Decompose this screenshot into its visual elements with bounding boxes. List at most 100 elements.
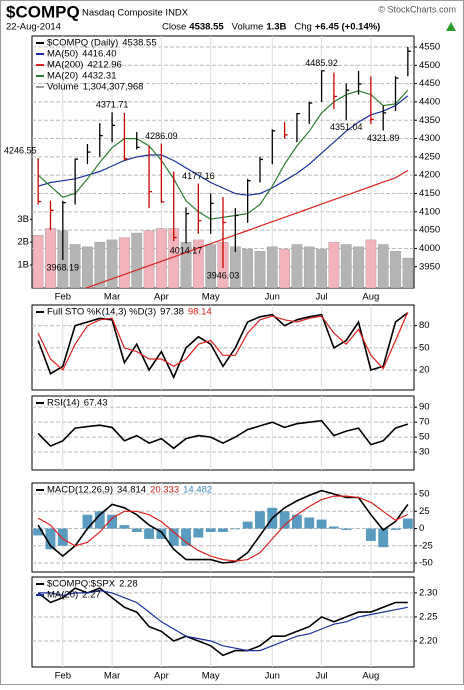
legend-text: MA(20) — [47, 71, 78, 82]
histogram-bar — [144, 528, 154, 539]
legend: MACD(12,26,9) 34.814 20.333 14.482 — [36, 485, 212, 496]
price-annotation: 4321.89 — [367, 133, 400, 143]
histogram-bar — [279, 511, 290, 529]
x-tick-label: Jul — [316, 671, 328, 682]
y-tick-label: 4100 — [419, 206, 440, 217]
histogram-bar — [168, 528, 179, 546]
x-tick-label: May — [202, 671, 220, 682]
plot — [32, 36, 414, 288]
y-tick-label: 4500 — [419, 60, 440, 71]
y-tick-label: 70 — [419, 417, 430, 428]
histogram-bar — [107, 514, 118, 529]
volume-bar — [316, 248, 327, 288]
volume-bar — [365, 239, 377, 288]
volume-bar — [402, 257, 414, 288]
change-value: +6.45 (+0.14%) — [315, 22, 381, 33]
legend-text: MA(50) — [47, 49, 78, 60]
y-tick-label: 25 — [419, 506, 430, 517]
price-annotation: 3968.19 — [47, 262, 80, 272]
volume-label: Volume — [232, 22, 264, 33]
histogram-bar — [378, 528, 389, 548]
histogram-bar — [57, 528, 68, 546]
histogram-bar — [156, 528, 167, 539]
volume-bar — [205, 244, 217, 288]
volume-bar — [353, 246, 364, 288]
legend-text: $COMPQ (Daily) — [47, 38, 118, 49]
vol-tick-label: 1B — [17, 260, 29, 271]
series-line — [37, 312, 409, 371]
volume-bar — [291, 244, 303, 288]
volume-bar — [32, 235, 44, 288]
x-tick-label: Jun — [265, 671, 280, 682]
histogram-bar — [402, 518, 413, 529]
histogram-bar — [230, 528, 241, 530]
y-tick-label: 4350 — [419, 115, 440, 126]
symbol: $COMPQ — [6, 2, 80, 21]
volume-bar — [266, 246, 278, 288]
volume-bar — [328, 241, 340, 288]
legend: $COMPQ (Daily) 4538.55 MA(50) 4416.40MA(200… — [36, 38, 157, 93]
plot — [32, 577, 414, 667]
legend-text: 2.27 — [82, 590, 101, 601]
histogram-bar — [181, 528, 191, 546]
volume-value: 1.3B — [266, 22, 286, 33]
panel — [31, 395, 415, 471]
volume-bar — [279, 248, 290, 288]
y-tick-label: 50 — [419, 489, 430, 500]
series-line — [37, 419, 409, 450]
legend-text: 2.28 — [119, 579, 138, 590]
legend-text: 67.43 — [84, 398, 108, 409]
legend: $COMPQ:$SPX 2.28 MA(20) 2.27 — [36, 579, 138, 601]
histogram-bar — [341, 528, 352, 530]
vol-tick-label: 3B — [17, 214, 29, 225]
y-tick-label: 2.20 — [419, 636, 438, 647]
price-annotation: 4177.16 — [182, 171, 215, 181]
x-tick-label: Jun — [265, 292, 280, 303]
panel — [31, 576, 415, 668]
y-tick-label: 4200 — [419, 170, 440, 181]
series-line — [38, 589, 408, 652]
legend-text: $COMPQ:$SPX — [47, 579, 116, 590]
volume-bar — [377, 244, 389, 288]
volume-bar — [94, 241, 106, 288]
histogram-bar — [45, 528, 56, 550]
price-annotation: 4014.17 — [170, 246, 203, 256]
legend-text: MA(200) — [47, 60, 83, 71]
plot — [32, 483, 414, 572]
histogram-bar — [304, 517, 315, 529]
y-tick-label: 20 — [419, 365, 430, 376]
x-tick-label: Jul — [316, 292, 328, 303]
index-name: Nasdaq Composite INDX — [82, 8, 189, 19]
histogram-bar — [193, 528, 204, 538]
price-annotation: 3946.03 — [207, 271, 240, 281]
histogram-bar — [119, 525, 130, 529]
plot — [32, 305, 414, 390]
y-tick-label: 30 — [419, 447, 430, 458]
close-value: 4538.55 — [189, 22, 224, 33]
x-tick-label: Apr — [154, 671, 169, 682]
histogram-bar — [328, 526, 339, 529]
histogram-bar — [33, 528, 44, 536]
volume-bar — [45, 228, 56, 288]
plot — [32, 396, 414, 470]
y-tick-label: 2.30 — [419, 587, 438, 598]
close-label: Close — [162, 22, 186, 33]
y-tick-label: 50 — [419, 432, 430, 443]
y-tick-label: 4400 — [419, 96, 440, 107]
y-tick-label: 4000 — [419, 243, 440, 254]
volume-bar — [303, 246, 315, 288]
histogram-bar — [255, 511, 265, 529]
legend-text: 97.38 — [160, 307, 184, 318]
legend-text: 4538.55 — [122, 38, 156, 49]
x-tick-label: Apr — [154, 292, 169, 303]
quote-line: Close 4538.55 Volume 1.3B Chg +6.45 (+0.… — [162, 22, 380, 33]
histogram-bar — [218, 528, 228, 532]
date: 22-Aug-2014 — [6, 22, 61, 33]
legend-text: 20.333 — [150, 485, 179, 496]
legend-text: 34.814 — [117, 485, 146, 496]
histogram-bar — [292, 514, 302, 529]
histogram-bar — [316, 519, 327, 529]
y-tick-label: -25 — [419, 540, 433, 551]
macd-line — [37, 495, 409, 562]
y-tick-label: -50 — [419, 558, 433, 569]
